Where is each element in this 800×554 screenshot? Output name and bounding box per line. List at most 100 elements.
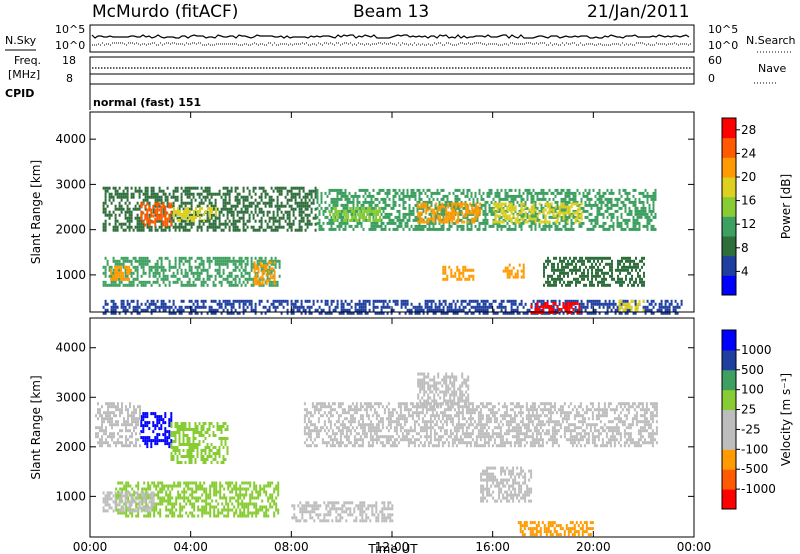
- range-gate-cell: [306, 201, 309, 205]
- range-gate-cell: [468, 221, 471, 225]
- range-gate-cell: [476, 227, 479, 231]
- range-gate-cell: [125, 423, 127, 427]
- range-gate-cell: [246, 271, 249, 275]
- range-gate-cell: [567, 283, 569, 287]
- range-gate-cell: [224, 186, 227, 190]
- range-gate-cell: [482, 203, 485, 207]
- range-gate-cell: [168, 430, 171, 434]
- range-gate-cell: [631, 259, 633, 263]
- range-gate-cell: [212, 192, 215, 196]
- range-gate-cell: [168, 283, 171, 287]
- range-gate-cell: [575, 265, 577, 269]
- range-gate-cell: [174, 431, 177, 434]
- range-gate-cell: [172, 431, 175, 434]
- range-gate-cell: [616, 200, 619, 204]
- range-gate-cell: [546, 191, 549, 195]
- range-gate-cell: [506, 208, 509, 212]
- range-gate-cell: [120, 207, 123, 211]
- range-gate-cell: [558, 299, 561, 303]
- range-gate-cell: [506, 205, 509, 209]
- range-gate-cell: [178, 311, 181, 315]
- range-gate-cell: [206, 268, 209, 272]
- range-gate-cell: [516, 305, 519, 309]
- range-gate-cell: [110, 213, 113, 217]
- range-gate-cell: [590, 197, 593, 201]
- range-gate-cell: [538, 202, 541, 206]
- range-gate-cell: [514, 272, 517, 276]
- range-gate-cell: [177, 210, 179, 213]
- range-gate-cell: [510, 211, 513, 215]
- range-gate-cell: [200, 201, 203, 205]
- scatter-region-4: [329, 207, 382, 222]
- range-gate-cell: [448, 265, 451, 269]
- range-gate-cell: [298, 210, 301, 214]
- range-gate-cell: [328, 305, 331, 309]
- range-gate-cell: [158, 214, 161, 218]
- range-gate-cell: [544, 214, 547, 218]
- range-gate-cell: [224, 204, 227, 208]
- range-gate-cell: [547, 280, 549, 284]
- range-gate-cell: [264, 219, 267, 223]
- range-gate-cell: [455, 205, 458, 209]
- range-gate-cell: [258, 256, 261, 260]
- range-gate-cell: [475, 217, 478, 221]
- range-gate-cell: [330, 218, 333, 222]
- nave-tick-high: 60: [708, 54, 722, 67]
- range-gate-cell: [196, 225, 199, 229]
- range-gate-cell: [354, 308, 357, 312]
- range-gate-cell: [284, 186, 287, 190]
- range-gate-cell: [610, 212, 613, 216]
- range-gate-cell: [250, 308, 253, 312]
- range-gate-cell: [602, 305, 605, 309]
- range-gate-cell: [276, 305, 279, 309]
- range-gate-cell: [188, 283, 191, 287]
- range-gate-cell: [575, 271, 577, 275]
- range-gate-cell: [522, 212, 525, 216]
- range-gate-cell: [402, 299, 405, 303]
- range-gate-cell: [190, 446, 193, 449]
- range-gate-cell: [116, 207, 119, 211]
- range-gate-cell: [310, 210, 313, 214]
- range-gate-cell: [200, 228, 203, 232]
- range-gate-cell: [470, 194, 473, 198]
- range-gate-cell: [194, 186, 197, 190]
- range-gate-cell: [538, 305, 541, 309]
- range-gate-cell: [196, 311, 199, 315]
- range-gate-cell: [374, 227, 377, 231]
- range-gate-cell: [512, 200, 515, 204]
- range-gate-cell: [609, 262, 611, 266]
- range-gate-cell: [540, 299, 543, 303]
- range-gate-cell: [356, 302, 359, 306]
- range-gate-cell: [253, 267, 256, 271]
- range-gate-cell: [676, 311, 679, 315]
- range-gate-cell: [632, 224, 635, 228]
- range-gate-cell: [358, 302, 361, 306]
- range-gate-cell: [286, 210, 289, 214]
- range-gate-cell: [386, 215, 389, 219]
- range-gate-cell: [514, 220, 517, 224]
- range-gate-cell: [650, 218, 653, 222]
- range-gate-cell: [476, 200, 479, 204]
- range-gate-cell: [168, 225, 171, 229]
- range-gate-cell: [168, 205, 171, 209]
- range-gate-cell: [298, 201, 301, 205]
- range-gate-cell: [156, 415, 159, 419]
- range-gate-cell: [378, 224, 381, 228]
- range-gate-cell: [184, 201, 187, 205]
- range-gate-cell: [620, 311, 623, 315]
- range-gate-cell: [368, 212, 371, 216]
- range-gate-cell: [259, 264, 262, 268]
- range-gate-cell: [334, 188, 337, 192]
- range-gate-cell: [508, 272, 511, 276]
- range-gate-cell: [207, 207, 209, 210]
- range-gate-cell: [154, 223, 157, 227]
- range-gate-cell: [579, 280, 581, 284]
- range-gate-cell: [590, 305, 593, 309]
- range-gate-cell: [638, 212, 641, 216]
- range-gate-cell: [496, 188, 499, 192]
- range-gate-cell: [194, 425, 197, 428]
- range-gate-cell: [363, 219, 366, 222]
- range-gate-cell: [116, 259, 119, 263]
- range-gate-cell: [591, 283, 593, 287]
- range-gate-cell: [356, 203, 359, 207]
